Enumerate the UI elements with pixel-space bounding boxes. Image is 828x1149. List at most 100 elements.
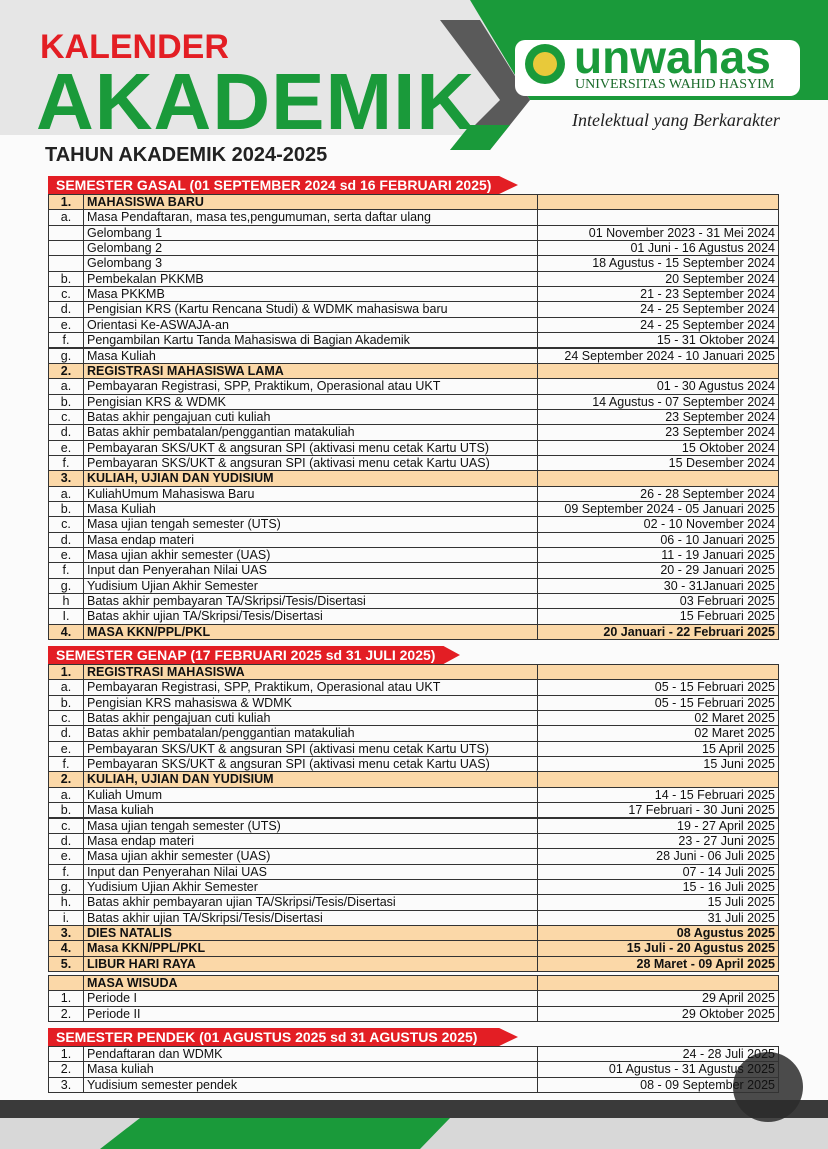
row-text: Pembayaran SKS/UKT & angsuran SPI (aktiv… xyxy=(83,756,538,773)
row-date: 09 September 2024 - 05 Januari 2025 xyxy=(537,501,779,518)
section-title: SEMESTER PENDEK (01 AGUSTUS 2025 sd 31 A… xyxy=(48,1028,518,1046)
row-date: 26 - 28 September 2024 xyxy=(537,485,779,502)
row-date: 29 April 2025 xyxy=(537,990,779,1007)
row-date: 01 Agustus - 31 Agustus 2025 xyxy=(537,1061,779,1078)
row-text: Batas akhir pembayaran TA/Skripsi/Tesis/… xyxy=(83,593,538,610)
row-number: e. xyxy=(48,316,84,334)
row-number: 2. xyxy=(48,1005,84,1023)
row-text: Yudisium Ujian Akhir Semester xyxy=(83,577,538,595)
row-text: Masa kuliah xyxy=(83,802,538,819)
row-text: Gelombang 2 xyxy=(83,240,538,257)
row-number: 2. xyxy=(48,362,84,380)
row-text: Pendaftaran dan WDMK xyxy=(83,1046,538,1063)
row-number: c. xyxy=(48,516,84,533)
row-date: 17 Februari - 30 Juni 2025 xyxy=(537,802,779,819)
row-date: 05 - 15 Februari 2025 xyxy=(537,694,779,712)
tagline: Intelektual yang Berkarakter xyxy=(572,110,780,130)
logo-text: unwahas xyxy=(574,31,771,83)
row-number xyxy=(48,975,84,992)
row-text: Batas akhir pembayaran ujian TA/Skripsi/… xyxy=(83,894,538,911)
row-number: c. xyxy=(48,286,84,303)
row-date: 15 - 16 Juli 2025 xyxy=(537,878,779,896)
row-number: e. xyxy=(48,439,84,456)
row-date: 29 Oktober 2025 xyxy=(537,1005,779,1023)
row-text: Masa Kuliah xyxy=(83,501,538,518)
row-text: Batas akhir ujian TA/Skripsi/Tesis/Diser… xyxy=(83,909,538,926)
row-number: a. xyxy=(48,786,84,804)
row-date: 15 Juli 2025 xyxy=(537,894,779,911)
row-text: Masa endap materi xyxy=(83,531,538,549)
row-text: Input dan Penyerahan Nilai UAS xyxy=(83,562,538,579)
row-number: f. xyxy=(48,863,84,880)
kalender: KALENDER xyxy=(40,28,229,66)
row-date xyxy=(537,975,779,992)
row-date: 24 - 28 Juli 2025 xyxy=(537,1046,779,1063)
row-date: 18 Agustus - 15 September 2024 xyxy=(537,255,779,272)
group-title: REGISTRASI MAHASISWA LAMA xyxy=(83,362,538,380)
row-date: 11 - 19 Januari 2025 xyxy=(537,547,779,564)
group-title: MASA WISUDA xyxy=(83,975,538,992)
row-date: 20 September 2024 xyxy=(537,270,779,288)
row-number: d. xyxy=(48,725,84,742)
row-text: Periode I xyxy=(83,990,538,1007)
row-date: 01 Juni - 16 Agustus 2024 xyxy=(537,240,779,257)
row-number: a. xyxy=(48,209,84,226)
row-text: Masa PKKMB xyxy=(83,286,538,303)
row-date: 19 - 27 April 2025 xyxy=(537,817,779,834)
section-title: SEMESTER GASAL (01 SEPTEMBER 2024 sd 16 … xyxy=(48,176,518,194)
group-title: Masa KKN/PPL/PKL xyxy=(83,940,538,957)
group-title: KULIAH, UJIAN DAN YUDISIUM xyxy=(83,771,538,788)
row-text: Masa endap materi xyxy=(83,832,538,850)
group-title: MASA KKN/PPL/PKL xyxy=(83,623,538,641)
row-date: 02 - 10 November 2024 xyxy=(537,516,779,533)
row-date: 23 September 2024 xyxy=(537,408,779,426)
group-title: DIES NATALIS xyxy=(83,924,538,942)
row-number: b. xyxy=(48,270,84,288)
row-number: g. xyxy=(48,347,84,364)
row-date: 28 Juni - 06 Juli 2025 xyxy=(537,848,779,865)
row-text: Pembayaran SKS/UKT & angsuran SPI (aktiv… xyxy=(83,454,538,472)
row-date: 02 Maret 2025 xyxy=(537,725,779,742)
row-text: Orientasi Ke-ASWAJA-an xyxy=(83,316,538,334)
row-number xyxy=(48,240,84,257)
row-text: Pengisian KRS mahasiswa & WDMK xyxy=(83,694,538,712)
row-number: d. xyxy=(48,531,84,549)
row-text: KuliahUmum Mahasiswa Baru xyxy=(83,485,538,502)
row-date: 20 - 29 Januari 2025 xyxy=(537,562,779,579)
row-number: 5. xyxy=(48,955,84,972)
group-title: REGISTRASI MAHASISWA xyxy=(83,664,538,681)
row-number: e. xyxy=(48,547,84,564)
row-date xyxy=(537,362,779,380)
row-text: Periode II xyxy=(83,1005,538,1023)
row-text: Masa kuliah xyxy=(83,1061,538,1078)
row-number xyxy=(48,255,84,272)
row-number: g. xyxy=(48,577,84,595)
row-date: 01 - 30 Agustus 2024 xyxy=(537,378,779,395)
row-number: 2. xyxy=(48,1061,84,1078)
row-number: h xyxy=(48,593,84,610)
row-number: 2. xyxy=(48,771,84,788)
row-text: Masa ujian tengah semester (UTS) xyxy=(83,516,538,533)
row-number: f. xyxy=(48,332,84,349)
group-title: MAHASISWA BARU xyxy=(83,194,538,211)
row-date: 02 Maret 2025 xyxy=(537,710,779,727)
row-number: 4. xyxy=(48,940,84,957)
row-date: 07 - 14 Juli 2025 xyxy=(537,863,779,880)
row-date: 24 - 25 September 2024 xyxy=(537,301,779,318)
row-text: Pembayaran Registrasi, SPP, Praktikum, O… xyxy=(83,378,538,395)
row-number: 1. xyxy=(48,194,84,211)
row-text: Batas akhir pengajuan cuti kuliah xyxy=(83,710,538,727)
row-text: Pembayaran SKS/UKT & angsuran SPI (aktiv… xyxy=(83,740,538,758)
row-date: 15 Februari 2025 xyxy=(537,608,779,625)
row-text: Gelombang 1 xyxy=(83,224,538,242)
row-date: 15 Desember 2024 xyxy=(537,454,779,472)
row-date: 28 Maret - 09 April 2025 xyxy=(537,955,779,972)
academic-year: TAHUN AKADEMIK 2024-2025 xyxy=(45,144,328,166)
row-date: 15 Oktober 2024 xyxy=(537,439,779,456)
row-number: 1. xyxy=(48,990,84,1007)
row-date: 08 - 09 September 2025 xyxy=(537,1076,779,1094)
row-number: a. xyxy=(48,679,84,696)
row-date xyxy=(537,194,779,211)
row-number: e. xyxy=(48,848,84,865)
